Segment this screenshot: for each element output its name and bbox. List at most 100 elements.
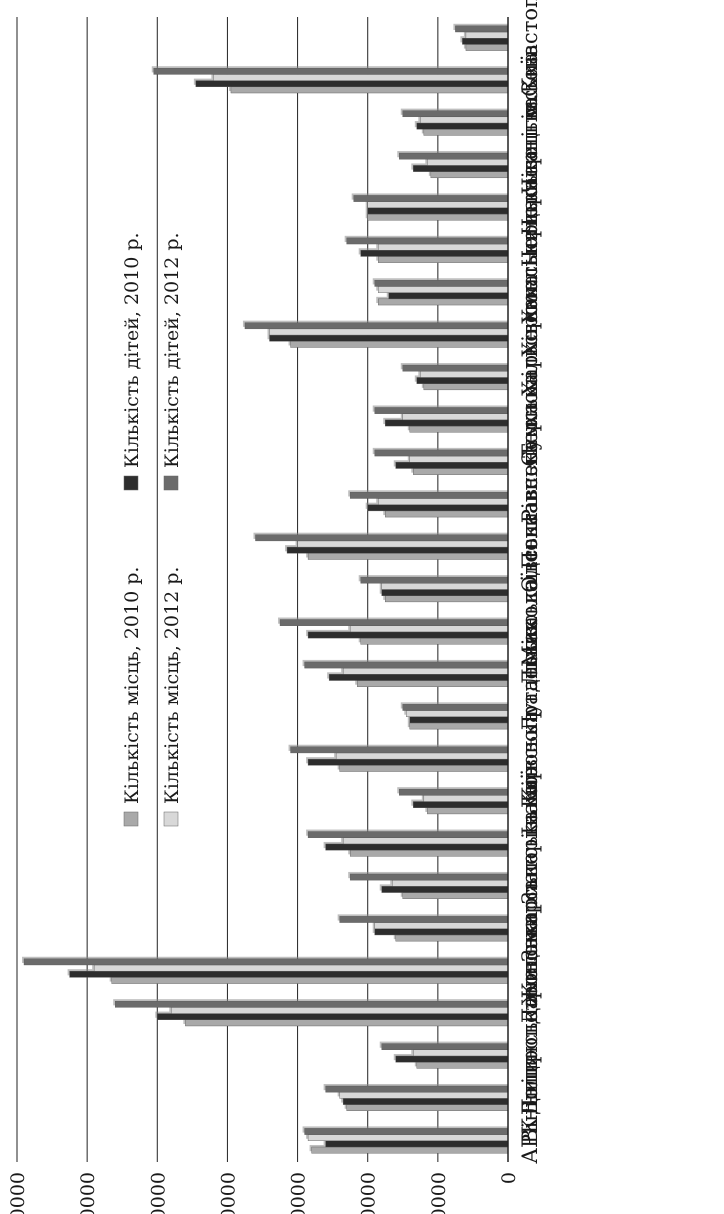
category-label: Тернопільська [518,297,542,458]
bar [290,746,509,754]
category-label: Вінниця [518,1053,542,1144]
bar [374,407,509,414]
tick-label: 140000 [7,1172,29,1214]
bar [349,873,509,881]
bar [399,788,509,796]
legend-label: Кількість місць, 2012 р. [161,567,183,804]
bar [349,625,509,633]
bar [462,38,509,45]
bar [230,86,509,94]
bar [402,110,509,118]
bar [307,1134,509,1141]
bar [402,892,509,899]
category-label: Житомирська [518,852,542,1006]
category-label: Львівська [518,578,542,686]
category-label: Кіровоградська [518,631,542,803]
bar [413,1049,509,1057]
bar [374,922,509,929]
bar [409,716,509,724]
tick-label: 120000 [77,1172,99,1214]
bar [195,80,509,88]
bar [409,425,509,433]
bar [385,595,509,603]
bar [307,758,509,766]
category-label: Харківська [518,274,542,395]
category-label: Рівненська [518,401,542,523]
category-label: Чернігівська [518,52,542,193]
bar [342,837,509,845]
legend: Кількість місць, 2010 р. Кількість дітей,… [121,232,183,827]
category-label: Чернівецька [518,97,542,235]
bar [342,1098,509,1105]
bar [339,1091,509,1099]
category-label: Волинська [518,997,542,1115]
category-label: м.Київ [518,45,542,117]
tick-label: 100000 [147,1172,169,1214]
category-label: Черкаська [518,150,542,267]
bar [381,589,509,596]
bar [399,152,509,160]
bar [346,237,509,245]
bar [392,879,509,887]
bar [420,116,509,124]
bar [374,928,509,936]
bar [367,201,509,209]
value-axis-ticks: 0 20000 40000 60000 80000 100000 120000 140000 [7,1172,520,1214]
bar [328,674,509,681]
category-label: Київська [518,710,542,808]
tick-label: 80000 [217,1172,239,1214]
category-label: Закарпатська [518,811,542,963]
category-label: Полтавська [518,440,542,569]
bar [255,534,509,542]
category-label: Сумська [518,373,542,467]
bar [114,1000,509,1008]
bar [325,1085,509,1093]
bar [304,661,509,669]
bar [269,328,509,336]
tick-label: 40000 [358,1172,380,1214]
bar [213,74,509,81]
bar [385,510,509,518]
bar [465,31,509,39]
bar [395,462,509,469]
bar [367,213,509,221]
bar [427,807,509,815]
bar [69,970,509,978]
bar [304,1128,509,1135]
bar [406,710,509,717]
bar [430,171,509,179]
legend-label: Кількість місць, 2010 р. [121,567,143,804]
legend-swatch [163,811,179,827]
category-label: Хмельницька [518,177,542,324]
category-label: м.Севастополь [518,0,542,120]
bar [335,752,509,760]
bar [111,977,509,984]
bars [22,23,509,1154]
bar [360,637,509,645]
bar [360,250,509,257]
bar [349,849,509,857]
bar [413,801,509,808]
category-label: Запорізька [518,783,542,904]
bar [374,280,509,287]
category-label: Миколаївська [518,512,542,667]
legend-swatch [123,475,139,491]
bar [279,619,509,626]
bar [465,44,509,51]
bar [311,1146,509,1154]
legend-swatch [163,475,179,491]
legend-label: Кількість дітей, 2010 р. [121,232,143,468]
bar [356,680,509,687]
category-label: Донецька [518,918,542,1025]
bar [378,286,509,293]
bar [360,576,509,584]
category-label: АРК [518,1118,542,1164]
bar [423,129,509,136]
bar [339,765,509,772]
bar [402,364,509,372]
bar [307,831,509,838]
bar [427,159,509,166]
bar [367,207,509,215]
tick-label: 60000 [288,1172,310,1214]
bar [423,795,509,802]
